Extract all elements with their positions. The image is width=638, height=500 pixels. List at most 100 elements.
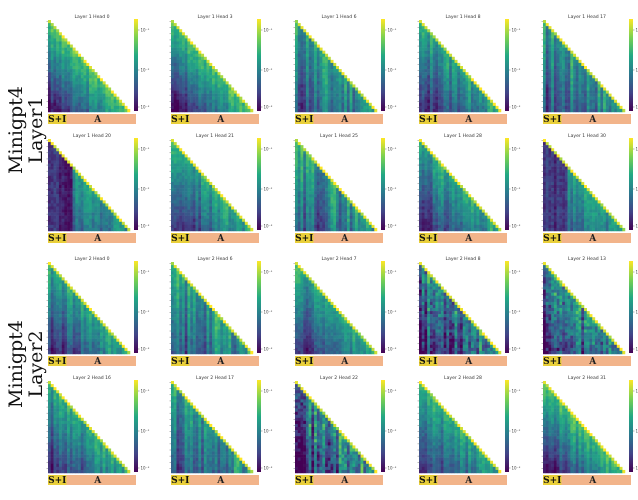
heatmap-cell (333, 200, 337, 204)
heatmap-cell (487, 99, 491, 104)
heatmap-cell (78, 56, 82, 61)
heatmap-cell (336, 102, 339, 107)
heatmap-cell (48, 280, 51, 284)
heatmap-cell (228, 203, 232, 207)
heatmap-cell (75, 50, 79, 54)
heatmap-cell (48, 215, 51, 219)
colorbar-tick-label: 10⁻² (636, 186, 638, 191)
heatmap-cell (462, 212, 466, 216)
heatmap-cell (179, 102, 183, 107)
colorbar (505, 138, 509, 230)
heatmap-cell (451, 227, 455, 232)
heatmap-cell (113, 212, 117, 216)
heatmap-cell (214, 90, 218, 94)
heatmap-cell (48, 139, 51, 143)
heatmap-cell (239, 218, 243, 223)
heatmap-cell (192, 166, 196, 170)
heatmap-cell (573, 212, 577, 216)
heatmap-cell (212, 90, 215, 94)
heatmap-cell (435, 102, 439, 107)
heatmap-cell (457, 78, 461, 82)
heatmap-cell (190, 105, 194, 110)
heatmap-cell (303, 200, 307, 204)
heatmap-cell (543, 200, 546, 204)
heatmap-cell (214, 75, 218, 79)
heatmap-cell (99, 221, 103, 226)
heatmap-cell (586, 84, 590, 88)
heatmap-cell (305, 163, 309, 167)
heatmap-cell (72, 84, 76, 88)
heatmap-cell (451, 175, 455, 180)
heatmap-cell (581, 66, 585, 70)
heatmap-cell (179, 206, 183, 210)
heatmap-cell (432, 212, 436, 216)
heatmap-cell (300, 105, 304, 110)
heatmap-cell (99, 84, 103, 88)
heatmap-cell (427, 56, 431, 61)
heatmap-cell (297, 44, 301, 48)
heatmap-cell (605, 90, 609, 94)
heatmap-cell (432, 218, 436, 223)
heatmap-cell (50, 227, 54, 232)
heatmap-cell (419, 108, 422, 113)
heatmap-cell (233, 215, 237, 219)
heatmap-cell (553, 53, 557, 58)
heatmap-cell (176, 47, 180, 51)
heatmap-cell (105, 215, 109, 219)
heatmap-cell (116, 99, 120, 104)
heatmap-cell (173, 203, 177, 207)
heatmap-cell (319, 96, 323, 100)
heatmap-cell (454, 59, 458, 64)
heatmap-cell (460, 105, 463, 110)
colorbar (629, 138, 633, 230)
heatmap-cell (465, 102, 469, 107)
heatmap-cell (611, 102, 615, 107)
heatmap-cell (67, 69, 71, 73)
heatmap-cell (446, 191, 450, 195)
heatmap-cell (336, 203, 339, 207)
heatmap-cell (61, 286, 65, 290)
heatmap-cell (212, 197, 215, 201)
heatmap-cell (319, 212, 323, 216)
heatmap-cell (443, 96, 447, 100)
segment-answer (437, 114, 507, 124)
heatmap-cell (584, 99, 587, 104)
heatmap-cell (303, 197, 307, 201)
colorbar-tick-label: 10⁻² (512, 186, 521, 191)
heatmap-cell (346, 206, 350, 210)
heatmap-cell (212, 200, 215, 204)
heatmap-cell (578, 81, 582, 85)
colorbar-tick-label: 10⁻³ (512, 223, 521, 228)
heatmap-cell (173, 59, 177, 64)
heatmap-cell (427, 78, 431, 82)
heatmap-cell (220, 105, 224, 110)
heatmap-cell (584, 93, 587, 97)
heatmap-cell (327, 191, 331, 195)
heatmap-cell (314, 203, 318, 207)
heatmap-cell (190, 90, 194, 94)
heatmap-cell (581, 206, 585, 210)
heatmap-cell (435, 72, 439, 76)
heatmap-cell (314, 59, 318, 64)
heatmap-cell (209, 62, 213, 67)
heatmap-cell (543, 194, 546, 198)
heatmap-cell (89, 209, 92, 213)
heatmap-cell (608, 105, 612, 110)
heatmap-cell (449, 191, 453, 195)
heatmap-cell (545, 224, 549, 229)
heatmap-cell (201, 93, 205, 97)
heatmap-cell (424, 62, 428, 67)
heatmap-cell (578, 178, 582, 183)
heatmap-cell (581, 209, 585, 213)
heatmap-cell (551, 178, 555, 183)
heatmap-cell (192, 105, 196, 110)
heatmap-cell (217, 93, 221, 97)
heatmap-cell (61, 292, 65, 296)
heatmap-cell (570, 99, 574, 104)
heatmap-cell (91, 227, 95, 232)
heatmap-cell (435, 87, 439, 91)
panel-title: Layer 1 Head 3 (197, 14, 232, 20)
heatmap-cell (476, 212, 480, 216)
heatmap-cell (432, 200, 436, 204)
heatmap-cell (594, 90, 598, 94)
